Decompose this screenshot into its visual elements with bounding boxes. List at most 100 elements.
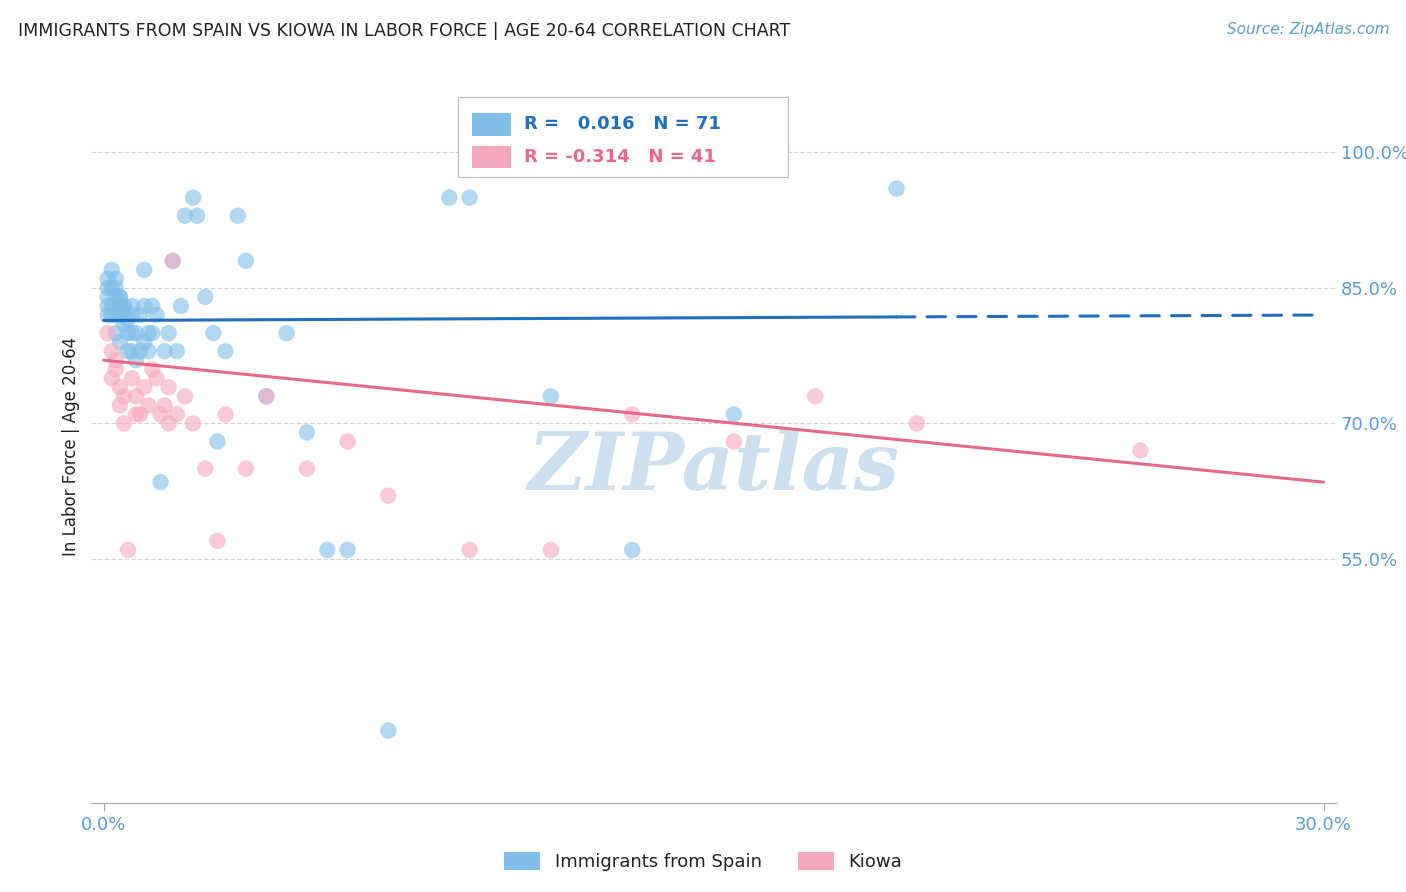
Point <box>104 281 127 295</box>
Point <box>458 191 481 205</box>
Point <box>141 299 163 313</box>
FancyBboxPatch shape <box>458 97 789 177</box>
Point <box>439 191 461 205</box>
Point <box>1129 443 1152 458</box>
Point <box>149 408 172 422</box>
Point <box>104 326 127 340</box>
Point <box>174 389 197 403</box>
Point <box>336 542 359 557</box>
Point <box>117 344 139 359</box>
Point <box>108 335 131 350</box>
Point <box>207 533 229 548</box>
Text: R =   0.016   N = 71: R = 0.016 N = 71 <box>524 115 721 134</box>
Point <box>97 290 120 304</box>
Point <box>112 299 135 313</box>
Point <box>235 253 257 268</box>
Point <box>621 408 644 422</box>
Y-axis label: In Labor Force | Age 20-64: In Labor Force | Age 20-64 <box>62 336 80 556</box>
Point <box>804 389 827 403</box>
Point <box>166 408 188 422</box>
Point <box>100 371 122 385</box>
Point <box>97 326 120 340</box>
Point <box>104 362 127 376</box>
Point <box>499 145 522 160</box>
Point <box>145 371 167 385</box>
Point <box>108 290 131 304</box>
Point <box>97 272 120 286</box>
Point <box>141 326 163 340</box>
Point <box>194 290 217 304</box>
Point <box>886 181 908 195</box>
Point <box>134 263 156 277</box>
Point <box>108 290 131 304</box>
Point <box>100 299 122 313</box>
Point <box>202 326 225 340</box>
Text: R = -0.314   N = 41: R = -0.314 N = 41 <box>524 148 716 166</box>
Point <box>104 290 127 304</box>
Point <box>214 344 236 359</box>
Point <box>117 312 139 326</box>
Point <box>108 398 131 412</box>
Point <box>136 326 159 340</box>
Point <box>121 344 143 359</box>
Point <box>162 253 184 268</box>
Point <box>295 461 318 475</box>
Point <box>295 425 318 440</box>
Point <box>112 308 135 322</box>
Point <box>316 542 339 557</box>
Point <box>134 299 156 313</box>
Point <box>108 308 131 322</box>
Point <box>153 344 176 359</box>
Text: IMMIGRANTS FROM SPAIN VS KIOWA IN LABOR FORCE | AGE 20-64 CORRELATION CHART: IMMIGRANTS FROM SPAIN VS KIOWA IN LABOR … <box>18 22 790 40</box>
Point <box>141 362 163 376</box>
Point <box>377 489 399 503</box>
Text: ZIPatlas: ZIPatlas <box>527 429 900 506</box>
Point <box>121 308 143 322</box>
Point <box>723 408 745 422</box>
Text: Source: ZipAtlas.com: Source: ZipAtlas.com <box>1226 22 1389 37</box>
Point <box>97 299 120 313</box>
Point <box>540 542 562 557</box>
Point <box>723 434 745 449</box>
Point <box>166 344 188 359</box>
Point <box>157 417 180 431</box>
Point <box>235 461 257 475</box>
Point <box>149 475 172 490</box>
Point <box>100 308 122 322</box>
Point <box>207 434 229 449</box>
Point <box>97 281 120 295</box>
Point <box>254 389 277 403</box>
Point <box>117 542 139 557</box>
Point <box>621 542 644 557</box>
Point <box>112 417 135 431</box>
Point <box>108 380 131 394</box>
Legend: Immigrants from Spain, Kiowa: Immigrants from Spain, Kiowa <box>496 845 910 879</box>
Point <box>100 344 122 359</box>
Point <box>117 326 139 340</box>
Point <box>100 281 122 295</box>
Point <box>112 317 135 331</box>
Point <box>136 398 159 412</box>
Point <box>226 209 249 223</box>
FancyBboxPatch shape <box>471 146 512 169</box>
Point <box>129 308 152 322</box>
Point <box>162 253 184 268</box>
Point <box>276 326 298 340</box>
Point <box>134 335 156 350</box>
Point <box>540 389 562 403</box>
Point <box>112 389 135 403</box>
Point <box>100 263 122 277</box>
Point <box>186 209 208 223</box>
Point <box>336 434 359 449</box>
Point <box>125 408 148 422</box>
Point <box>174 209 197 223</box>
Point <box>153 398 176 412</box>
Point <box>181 417 204 431</box>
Point <box>170 299 193 313</box>
Point <box>134 380 156 394</box>
Point <box>104 299 127 313</box>
Point <box>112 299 135 313</box>
Point <box>145 308 167 322</box>
Point <box>121 326 143 340</box>
Point <box>121 299 143 313</box>
